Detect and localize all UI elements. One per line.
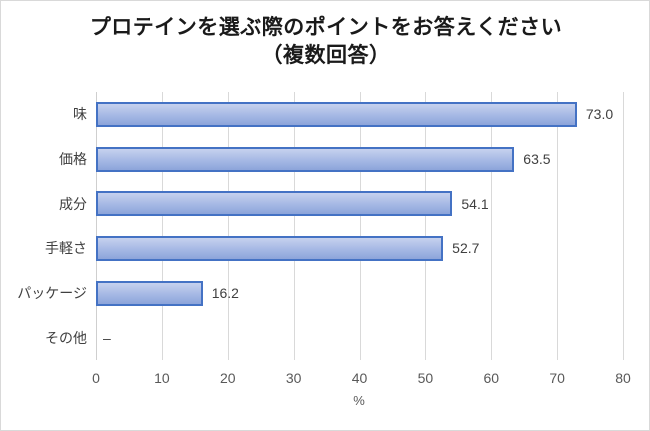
chart-title-line-2: （複数回答） <box>261 44 391 67</box>
x-axis-tick-label: 20 <box>219 370 236 386</box>
x-axis-tick-label: 60 <box>483 370 500 386</box>
chart-title: プロテインを選ぶ際のポイントをお答えください （複数回答） <box>1 14 649 70</box>
gridline <box>359 92 361 360</box>
bar <box>96 146 515 172</box>
value-label: 73.0 <box>585 106 614 123</box>
x-axis-tick-label: 80 <box>615 370 631 386</box>
x-axis-tick-label: 10 <box>154 370 170 386</box>
category-label: 価格 <box>59 151 87 167</box>
gridline <box>557 92 559 360</box>
gridline <box>425 92 427 360</box>
category-axis-line <box>96 92 97 360</box>
value-label: – <box>103 329 111 346</box>
bar <box>96 101 577 127</box>
bar <box>96 191 453 217</box>
category-label: 味 <box>73 106 87 123</box>
value-label: 16.2 <box>211 285 239 301</box>
gridline <box>491 92 493 360</box>
bar <box>96 280 203 306</box>
gridline <box>161 92 163 360</box>
category-label: 成分 <box>59 195 87 212</box>
x-axis-tick-label: 30 <box>285 370 302 386</box>
value-label: 54.1 <box>461 195 489 212</box>
value-label: 63.5 <box>523 151 551 167</box>
category-label: 手軽さ <box>45 240 87 257</box>
gridline <box>293 92 295 360</box>
chart-title-line-1: プロテインを選ぶ際のポイントをお答えください <box>89 16 563 39</box>
x-axis-tick-label: 50 <box>417 370 434 386</box>
category-label: その他 <box>45 329 87 346</box>
x-axis-tick-label: 0 <box>92 370 100 386</box>
bar <box>96 235 444 261</box>
gridline <box>623 92 624 360</box>
gridline <box>227 92 229 360</box>
category-label: パッケージ <box>17 285 87 301</box>
value-label: 52.7 <box>452 240 480 257</box>
x-axis-title: % <box>353 393 365 408</box>
x-axis-tick-label: 40 <box>351 370 368 386</box>
x-axis-tick-label: 70 <box>549 370 565 386</box>
